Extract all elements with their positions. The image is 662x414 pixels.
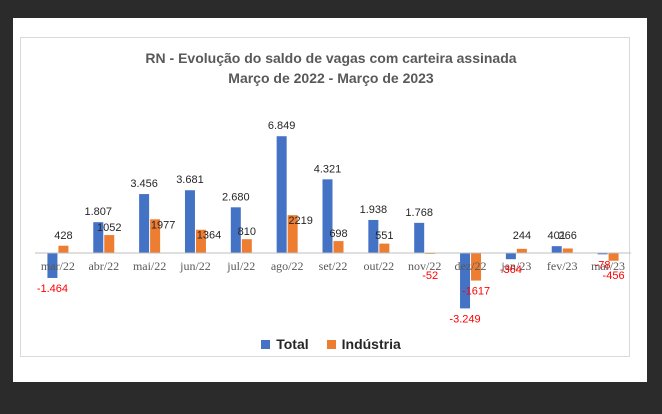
x-tick-label-11: fev/23 <box>547 259 578 273</box>
x-tick-label-10: jan/23 <box>500 259 531 273</box>
bar-industria-11 <box>562 248 573 253</box>
legend-label-total: Total <box>276 336 309 352</box>
bar-total-6 <box>322 179 333 253</box>
legend-item-industria: Indústria <box>326 336 401 352</box>
x-tick-label-8: nov/22 <box>408 259 441 273</box>
x-tick-label-9: dez/22 <box>455 259 487 273</box>
data-label-industria-4: 810 <box>238 226 256 238</box>
bar-industria-9 <box>471 253 482 281</box>
x-tick-label-3: jun/22 <box>179 259 211 273</box>
legend-swatch-industria <box>326 339 336 349</box>
bar-industria-12 <box>608 253 619 261</box>
bar-total-8 <box>414 222 425 253</box>
bar-total-11 <box>551 246 562 253</box>
legend: Total Indústria <box>0 336 662 352</box>
data-label-industria-8: -52 <box>422 270 438 282</box>
bar-industria-3 <box>195 229 206 253</box>
data-label-total-8: 1.768 <box>405 207 433 219</box>
bar-total-1 <box>93 222 104 253</box>
data-label-industria-10: 244 <box>513 230 531 242</box>
data-label-industria-5: 2219 <box>288 215 312 227</box>
data-label-industria-7: 551 <box>375 230 393 242</box>
bar-industria-1 <box>104 235 115 253</box>
data-label-total-4: 2.680 <box>222 191 250 203</box>
chart-title: RN - Evolução do saldo de vagas com cart… <box>145 50 517 66</box>
chart-subtitle: Março de 2022 - Março de 2023 <box>228 70 434 86</box>
bar-total-4 <box>230 207 241 253</box>
data-label-industria-11: 266 <box>559 230 577 242</box>
data-label-industria-9: -1617 <box>462 286 490 298</box>
bar-industria-10 <box>516 248 527 253</box>
bar-industria-4 <box>241 239 252 253</box>
data-label-industria-3: 1364 <box>197 230 221 242</box>
data-label-total-5: 6.849 <box>268 120 296 132</box>
data-label-total-2: 3.456 <box>130 178 158 190</box>
bar-industria-7 <box>379 243 390 253</box>
bar-total-10 <box>505 253 516 260</box>
x-tick-label-7: out/22 <box>364 259 395 273</box>
x-tick-label-1: abr/22 <box>88 259 119 273</box>
data-label-industria-12: -456 <box>603 270 625 282</box>
chart-title-block: RN - Evolução do saldo de vagas com cart… <box>0 48 662 88</box>
bar-total-5 <box>276 136 287 253</box>
bar-total-0 <box>47 253 58 278</box>
bar-industria-6 <box>333 241 344 253</box>
data-label-total-3: 3.681 <box>176 174 204 186</box>
data-label-industria-0: 428 <box>54 230 72 242</box>
bar-total-9 <box>460 253 471 309</box>
legend-item-total: Total <box>261 336 309 352</box>
x-tick-label-2: mai/22 <box>133 259 166 273</box>
x-tick-label-5: ago/22 <box>271 259 304 273</box>
data-label-total-7: 1.938 <box>360 204 388 216</box>
bar-total-2 <box>139 194 150 253</box>
legend-swatch-total <box>261 339 271 349</box>
data-label-total-1: 1.807 <box>85 206 113 218</box>
data-label-total-6: 4.321 <box>314 163 342 175</box>
data-label-industria-1: 1052 <box>97 222 121 234</box>
data-label-industria-6: 698 <box>329 228 347 240</box>
legend-label-industria: Indústria <box>341 336 401 352</box>
bar-total-12 <box>597 253 608 255</box>
bar-industria-2 <box>150 219 161 253</box>
data-label-total-0: -1.464 <box>37 283 68 295</box>
bar-industria-5 <box>287 215 298 253</box>
bar-total-7 <box>368 219 379 253</box>
bar-total-3 <box>184 190 195 253</box>
data-label-total-10: -364 <box>500 264 522 276</box>
bar-industria-0 <box>58 245 69 253</box>
data-label-industria-2: 1977 <box>151 219 175 231</box>
x-tick-label-4: jul/22 <box>226 259 255 273</box>
x-tick-label-0: mar/22 <box>41 259 75 273</box>
data-label-total-11: 401 <box>548 230 566 242</box>
x-tick-label-6: set/22 <box>319 259 348 273</box>
data-label-total-9: -3.249 <box>449 313 480 325</box>
data-label-total-12: -78 <box>595 259 611 271</box>
x-tick-label-12: mar/23 <box>591 259 625 273</box>
